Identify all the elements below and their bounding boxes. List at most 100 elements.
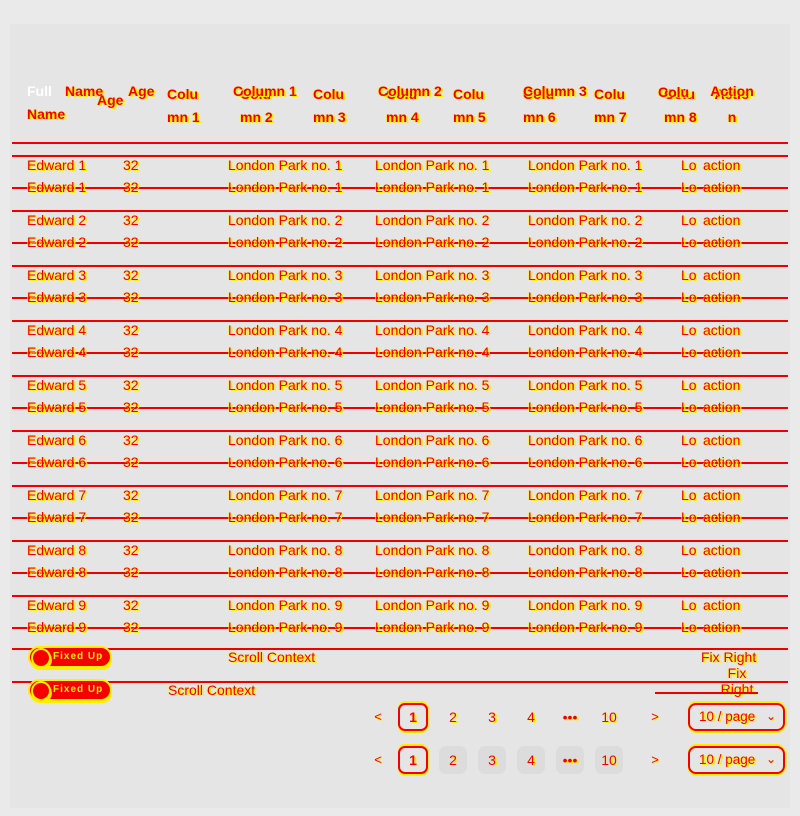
action-link[interactable]: action: [703, 564, 741, 580]
cell-column-4-clipped: London Park no. 6: [681, 432, 697, 448]
next-page-icon[interactable]: >: [651, 709, 659, 724]
page-size-select[interactable]: 10 / page ⌄: [688, 703, 785, 731]
page-size-select[interactable]: 10 / page ⌄: [688, 746, 785, 774]
action-link[interactable]: action: [703, 487, 741, 503]
page-item-active[interactable]: 1: [398, 703, 428, 731]
cell-column-4-clipped: London Park no. 2: [681, 234, 697, 250]
table-row-ghost: Edward 7 32 London Park no. 7 London Par…: [12, 509, 788, 527]
action-link[interactable]: action: [703, 542, 741, 558]
action-link[interactable]: action: [703, 454, 741, 470]
action-link[interactable]: action: [703, 399, 741, 415]
cell-column-1: London Park no. 2: [228, 234, 343, 250]
page-item[interactable]: 3: [478, 746, 506, 774]
cell-full-name: Edward 8: [27, 564, 87, 580]
cell-column-3: London Park no. 9: [528, 619, 643, 635]
cell-age: 32: [123, 509, 139, 525]
table-row: Edward 5 32 London Park no. 5 London Par…: [12, 377, 788, 395]
cell-column-2: London Park no. 2: [375, 212, 490, 228]
action-link[interactable]: action: [703, 157, 741, 173]
cell-column-2: London Park no. 6: [375, 454, 490, 470]
cell-full-name: Edward 3: [27, 267, 87, 283]
table-row: Edward 4 32 London Park no. 4 London Par…: [12, 322, 788, 340]
action-link[interactable]: action: [703, 212, 741, 228]
page-item[interactable]: 10: [595, 746, 623, 774]
cell-column-4-clipped: London Park no. 5: [681, 377, 697, 393]
action-link[interactable]: action: [703, 179, 741, 195]
page-size-value: 10 / page: [699, 709, 756, 724]
row-border-top: [12, 430, 788, 432]
select-caret-icon: ⌄: [765, 752, 776, 766]
action-link[interactable]: action: [703, 322, 741, 338]
header-column-2-overlay: Column 2: [378, 83, 442, 99]
cell-age: 32: [123, 542, 139, 558]
cell-age: 32: [123, 399, 139, 415]
row-border-bottom: [12, 297, 788, 299]
page-item[interactable]: 4: [517, 746, 545, 774]
row-border-bottom: [12, 352, 788, 354]
row-border-top: [12, 375, 788, 377]
cell-full-name: Edward 8: [27, 542, 87, 558]
header-full-name-part2: Name: [65, 83, 104, 99]
cell-column-3: London Park no. 2: [528, 234, 643, 250]
page-items: 1 2 3 4 ••• 10: [398, 703, 623, 731]
row-border-top: [12, 155, 788, 157]
next-page-icon[interactable]: >: [651, 752, 659, 767]
cell-column-2: London Park no. 7: [375, 509, 490, 525]
action-link[interactable]: action: [703, 267, 741, 283]
table-row-group: Edward 1 32 London Park no. 1 London Par…: [12, 152, 788, 196]
action-link[interactable]: action: [703, 234, 741, 250]
page-item[interactable]: 3: [488, 709, 496, 725]
scroll-context-label-1: Scroll Context: [228, 649, 316, 665]
cell-full-name: Edward 2: [27, 234, 87, 250]
cell-column-2: London Park no. 4: [375, 322, 490, 338]
header-column-7: Colu mn 7: [594, 86, 627, 125]
action-link[interactable]: action: [703, 344, 741, 360]
action-link[interactable]: action: [703, 432, 741, 448]
table-row-group: Edward 5 32 London Park no. 5 London Par…: [12, 372, 788, 416]
table-row-ghost: Edward 1 32 London Park no. 1 London Par…: [12, 179, 788, 197]
page-item[interactable]: 4: [527, 709, 535, 725]
table-row: Edward 7 32 London Park no. 7 London Par…: [12, 487, 788, 505]
page-ellipsis[interactable]: •••: [562, 709, 578, 725]
cell-column-2: London Park no. 5: [375, 377, 490, 393]
page-size-value: 10 / page: [699, 752, 756, 767]
action-link[interactable]: action: [703, 509, 741, 525]
fixed-up-switch-2[interactable]: Fixed Up: [28, 679, 112, 701]
cell-age: 32: [123, 179, 139, 195]
row-border-bottom: [12, 187, 788, 189]
cell-column-1: London Park no. 7: [228, 509, 343, 525]
switch-label: Fixed Up: [53, 684, 104, 695]
cell-column-1: London Park no. 5: [228, 377, 343, 393]
header-action-wrapped: Actio n: [714, 86, 750, 125]
cell-full-name: Edward 7: [27, 509, 87, 525]
cell-full-name: Edward 4: [27, 322, 87, 338]
page-item[interactable]: 2: [439, 746, 467, 774]
prev-page-icon[interactable]: <: [374, 752, 382, 767]
cell-age: 32: [123, 289, 139, 305]
action-link[interactable]: action: [703, 377, 741, 393]
row-border-bottom: [12, 627, 788, 629]
cell-full-name: Edward 9: [27, 619, 87, 635]
row-border-top: [12, 485, 788, 487]
cell-column-3: London Park no. 9: [528, 597, 643, 613]
action-link[interactable]: action: [703, 619, 741, 635]
page-item[interactable]: 2: [449, 709, 457, 725]
fixed-up-switch-1[interactable]: Fixed Up: [28, 646, 112, 668]
cell-age: 32: [123, 157, 139, 173]
action-link[interactable]: action: [703, 289, 741, 305]
page-item-active[interactable]: 1: [398, 746, 428, 774]
row-border-top: [12, 595, 788, 597]
page-item[interactable]: 10: [601, 709, 617, 725]
header-column-8: Colu mn 8: [664, 86, 697, 125]
cell-column-2: London Park no. 5: [375, 399, 490, 415]
cell-column-3: London Park no. 8: [528, 542, 643, 558]
action-link[interactable]: action: [703, 597, 741, 613]
cell-age: 32: [123, 212, 139, 228]
prev-page-icon[interactable]: <: [374, 709, 382, 724]
cell-column-4-clipped: London Park no. 3: [681, 267, 697, 283]
cell-column-3: London Park no. 3: [528, 289, 643, 305]
cell-age: 32: [123, 344, 139, 360]
table-row-group: Edward 7 32 London Park no. 7 London Par…: [12, 482, 788, 526]
row-border-bottom: [12, 407, 788, 409]
page-ellipsis[interactable]: •••: [556, 746, 584, 774]
